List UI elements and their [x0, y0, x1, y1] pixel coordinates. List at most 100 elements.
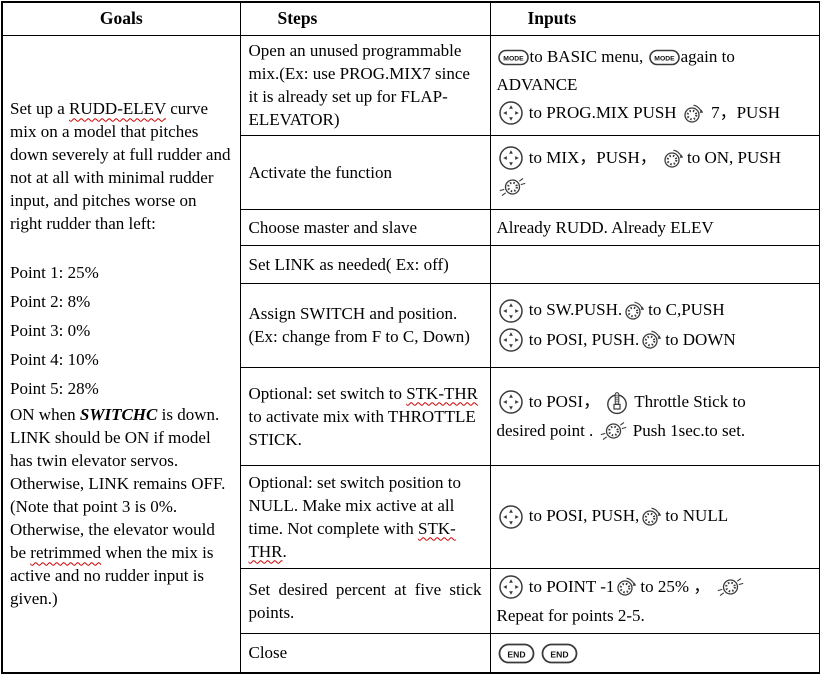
text-run: to ON, PUSH [687, 147, 781, 167]
text-run: when the mix is active and no rudder inp… [10, 543, 214, 609]
text-run: is down. LINK should be ON if model has … [10, 405, 226, 494]
goal-point-line: Point 1: 25% [10, 258, 233, 287]
cursor-pad-icon [497, 99, 525, 127]
text-run: to BASIC menu, [529, 46, 648, 66]
text-run: Choose master and slave [248, 217, 418, 237]
input-line: END END [497, 639, 814, 666]
input-line: to SW.PUSH. to C,PUSH [497, 296, 814, 324]
svg-text:END: END [550, 649, 568, 659]
header-row: Goals Steps Inputs [1, 1, 820, 36]
input-line: to POSI, PUSH. to DOWN [497, 326, 814, 354]
dial-press-icon [598, 417, 629, 444]
input-line [497, 173, 814, 200]
text-run: Point 3: 0% [10, 321, 91, 341]
step-text: Optional: set switch to STK-THR to activ… [249, 382, 482, 451]
goals-cell: Set up a RUDD-ELEV curve mix on a model … [1, 34, 241, 674]
text-run: to C,PUSH [648, 300, 725, 320]
inputs-cell: Already RUDD. Already ELEV [489, 208, 820, 246]
cursor-pad-icon [497, 502, 525, 530]
text-run: to POINT -1 [524, 576, 615, 596]
cursor-pad-icon [497, 144, 525, 172]
end-key-icon: END [540, 639, 579, 666]
step-text: Set desired percent at five stick points… [249, 578, 482, 624]
input-line: to POINT -1 to 25% ， [497, 573, 814, 601]
mode-key-icon: MODE [648, 43, 681, 70]
steps-column-header: Steps [239, 1, 491, 36]
goal-point-line: Point 3: 0% [10, 316, 233, 345]
text-run: to DOWN [665, 329, 736, 349]
text-run: STK-THR [406, 383, 478, 403]
table-row: Set up a RUDD-ELEV curve mix on a model … [1, 34, 820, 674]
dial-icon [614, 573, 640, 600]
text-run: Assign SWITCH and position. (Ex: change … [248, 304, 470, 346]
goal-paragraph: Set up a RUDD-ELEV curve mix on a model … [10, 97, 233, 235]
text-run: Already RUDD. Already ELEV [496, 217, 714, 237]
text-run: ADVANCE [496, 74, 578, 94]
svg-text:MODE: MODE [654, 55, 675, 62]
text-run: SWITCHC [79, 405, 158, 425]
text-run: to SW.PUSH. [524, 300, 623, 320]
text-run: to activate mix with THROTTLE STICK. [248, 406, 476, 449]
goal-point-line: Point 4: 10% [10, 345, 233, 374]
input-line: to POSI, PUSH, to NULL [497, 502, 814, 530]
input-line: Already RUDD. Already ELEV [497, 214, 814, 241]
text-run: (Note that point 3 is 0%. Otherwise, the… [10, 497, 215, 563]
dial-press-icon [497, 173, 528, 200]
input-line: Repeat for points 2-5. [497, 602, 814, 629]
text-run: Activate the function [248, 162, 393, 182]
dial-icon [639, 326, 665, 353]
cursor-pad-icon [497, 573, 525, 601]
inputs-cell [489, 244, 820, 284]
text-run: retrimmed [30, 543, 102, 563]
goal-point-line: Point 2: 8% [10, 287, 233, 316]
input-line: desired point . Push 1sec.to set. [497, 417, 814, 444]
step-cell: Assign SWITCH and position. (Ex: change … [239, 282, 491, 368]
goal-paragraph: ON when SWITCHC is down. LINK should be … [10, 403, 233, 495]
input-line: ADVANCE [497, 71, 814, 98]
text-run: RUDD-ELEV [69, 99, 166, 119]
input-line: to POSI， Throttle Stick to [497, 388, 814, 416]
table-row: Activate the function to MIX，PUSH， to ON… [2, 134, 820, 210]
dial-icon [639, 502, 665, 529]
text-run: Set up a [10, 99, 70, 119]
step-cell: Optional: set switch position to NULL. M… [239, 464, 491, 569]
text-run: Optional: set switch position to NULL. M… [248, 472, 462, 538]
inputs-cell: to POSI, PUSH, to NULL [489, 464, 820, 569]
mode-key-icon: MODE [497, 43, 530, 70]
text-run: Close [248, 643, 288, 663]
text-run: Point 2: 8% [10, 292, 91, 312]
text-run: curve mix on a model that pitches down s… [10, 99, 231, 234]
text-run: Point 4: 10% [10, 350, 99, 370]
text-run: to POSI, PUSH, [524, 506, 640, 526]
input-line: to PROG.MIX PUSH 7，PUSH [497, 99, 814, 127]
table-row: Set desired percent at five stick points… [2, 567, 820, 634]
text-run: Push 1sec.to set. [628, 421, 746, 440]
text-run: to 25% ， [640, 576, 715, 596]
step-text: Activate the function [249, 161, 482, 184]
text-run: Open an unused programmable mix.(Ex: use… [248, 41, 470, 129]
throttle-stick-icon [604, 388, 630, 416]
input-line: MODE to BASIC menu, MODE again to [497, 43, 814, 70]
text-run: 7，PUSH [706, 102, 781, 122]
step-cell: Open an unused programmable mix.(Ex: use… [239, 34, 491, 136]
text-run: to NULL [665, 506, 729, 526]
step-text: Assign SWITCH and position. (Ex: change … [249, 302, 482, 348]
dial-press-icon [715, 573, 746, 600]
goal-paragraph: (Note that point 3 is 0%. Otherwise, the… [10, 495, 233, 610]
dial-icon [622, 296, 648, 323]
step-text: Set LINK as needed( Ex: off) [249, 253, 482, 276]
step-text: Optional: set switch position to NULL. M… [249, 471, 482, 563]
text-run: Repeat for points 2-5. [496, 605, 645, 625]
inputs-cell: to POINT -1 to 25% ， Repeat for points 2… [489, 567, 820, 634]
inputs-cell: to POSI， Throttle Stick to desired point … [489, 366, 820, 466]
inputs-cell: to MIX，PUSH， to ON, PUSH [489, 134, 820, 210]
text-run: to MIX，PUSH， [524, 147, 661, 167]
text-run: Point 5: 28% [10, 379, 99, 399]
goals-text: Set up a RUDD-ELEV curve mix on a model … [10, 97, 233, 610]
step-cell: Choose master and slave [239, 208, 491, 246]
goal-point-line: Point 5: 28% [10, 374, 233, 403]
text-run: again to [680, 46, 735, 66]
step-text: Choose master and slave [249, 216, 482, 239]
goals-column-header: Goals [1, 1, 241, 36]
